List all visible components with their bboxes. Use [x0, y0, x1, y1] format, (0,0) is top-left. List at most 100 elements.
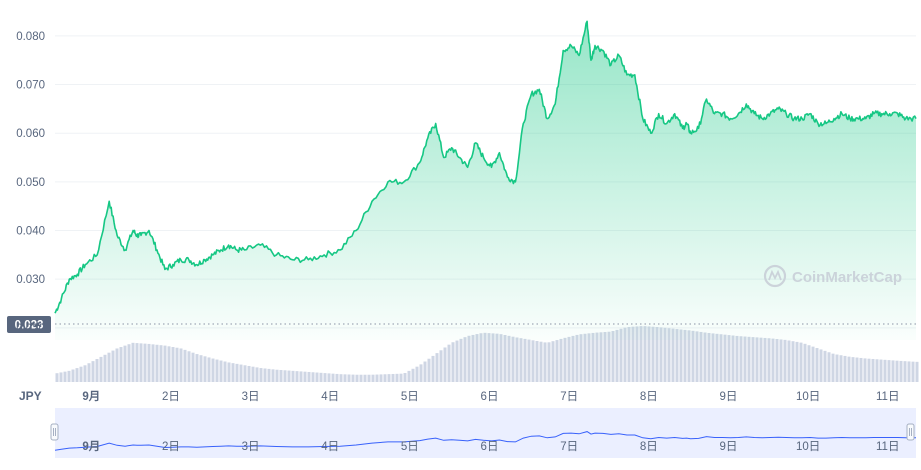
volume-bar	[803, 343, 807, 382]
volume-bar	[431, 355, 435, 382]
range-navigator[interactable]: 9月 2日 3日 4日 5日 6日 7日 8日 9日 10日 11日	[50, 408, 916, 458]
volume-bar	[415, 366, 419, 382]
x-tick-label: 10日	[796, 391, 820, 403]
volume-bar	[411, 368, 415, 382]
volume-bar	[623, 327, 627, 382]
x-tick-label: 2日	[162, 391, 180, 403]
volume-bar	[211, 358, 215, 382]
x-tick-label: 6日	[481, 391, 499, 403]
volume-bar	[91, 361, 95, 382]
navigator-x-tick-label: 2日	[162, 441, 180, 453]
y-tick-label: 0.060	[16, 128, 45, 140]
volume-bar	[75, 368, 79, 382]
navigator-x-tick-label: 10日	[796, 441, 820, 453]
volume-bar	[227, 362, 231, 382]
volume-bar	[651, 326, 655, 382]
volume-bar	[435, 353, 439, 382]
volume-bar	[427, 358, 431, 382]
volume-bar	[807, 345, 811, 382]
volume-bar	[355, 374, 359, 382]
volume-bar	[359, 374, 363, 382]
x-tick-label: 5日	[401, 391, 419, 403]
volume-bar	[223, 361, 227, 382]
watermark: CoinMarketCap	[763, 264, 902, 288]
volume-bar	[835, 354, 839, 382]
navigator-x-tick-label: 6日	[481, 441, 499, 453]
volume-bar	[187, 351, 191, 382]
volume-bar	[531, 340, 535, 382]
navigator-handle-left[interactable]	[50, 423, 59, 441]
volume-bar	[503, 335, 507, 382]
volume-bar	[615, 329, 619, 382]
navigator-x-tick-label: 11日	[876, 441, 899, 453]
volume-bar	[843, 355, 847, 382]
x-tick-label: 9月	[82, 390, 100, 403]
volume-bar	[855, 357, 859, 382]
volume-bar	[759, 337, 763, 382]
volume-bar	[599, 332, 603, 382]
volume-bar	[559, 338, 563, 382]
volume-bar	[347, 374, 351, 382]
volume-bar	[915, 361, 919, 382]
volume-bar	[383, 374, 387, 382]
y-tick-label: 0.020	[16, 323, 45, 335]
volume-bar	[107, 352, 111, 382]
volume-bar	[99, 356, 103, 382]
volume-bar	[823, 350, 827, 382]
volume-bar	[335, 373, 339, 382]
volume-bar	[543, 342, 547, 382]
volume-bar	[59, 372, 63, 382]
navigator-handle-right[interactable]	[906, 423, 915, 441]
volume-bar	[731, 335, 735, 382]
volume-bar	[343, 374, 347, 382]
volume-bar	[391, 373, 395, 382]
navigator-x-tick-label: 9日	[720, 441, 738, 453]
volume-bar	[659, 327, 663, 382]
volume-bar	[663, 327, 667, 382]
volume-bar	[775, 339, 779, 382]
volume-bar	[887, 360, 891, 382]
volume-bar	[567, 336, 571, 382]
volume-bar	[871, 358, 875, 382]
volume-bar	[583, 333, 587, 382]
volume-bar	[471, 334, 475, 382]
volume-bar	[595, 332, 599, 382]
volume-bar	[71, 369, 75, 382]
volume-bar	[123, 345, 127, 382]
volume-bar	[787, 340, 791, 382]
volume-bar	[707, 332, 711, 382]
volume-bar	[83, 365, 87, 382]
volume-bar	[727, 335, 731, 382]
volume-bar	[235, 363, 239, 382]
volume-bar	[507, 335, 511, 382]
x-tick-label: 3日	[242, 391, 260, 403]
x-tick-label: 9日	[720, 391, 738, 403]
volume-bar	[451, 342, 455, 382]
volume-bar	[139, 343, 143, 382]
volume-bar	[63, 371, 67, 382]
volume-bar	[267, 368, 271, 382]
volume-bar	[551, 341, 555, 382]
x-tick-label: 8日	[640, 391, 658, 403]
volume-bar	[295, 371, 299, 382]
volume-bar	[515, 337, 519, 382]
x-axis: 9月 2日 3日 4日 5日 6日 7日 8日 9日 10日 11日	[82, 390, 899, 403]
volume-bar	[699, 331, 703, 382]
volume-bar	[371, 374, 375, 382]
volume-bar	[79, 366, 83, 382]
volume-bar	[147, 343, 151, 382]
volume-bar	[619, 328, 623, 382]
volume-bar	[675, 329, 679, 382]
y-tick-label: 0.080	[16, 31, 45, 43]
volume-bar	[907, 361, 911, 382]
volume-bar	[847, 356, 851, 382]
volume-bar	[903, 361, 907, 382]
volume-bar	[899, 360, 903, 382]
navigator-selection[interactable]	[55, 408, 916, 458]
volume-bar	[311, 372, 315, 382]
volume-bar	[863, 358, 867, 382]
volume-bar	[483, 332, 487, 382]
volume-bar	[467, 335, 471, 382]
y-tick-label: 0.040	[16, 226, 45, 238]
